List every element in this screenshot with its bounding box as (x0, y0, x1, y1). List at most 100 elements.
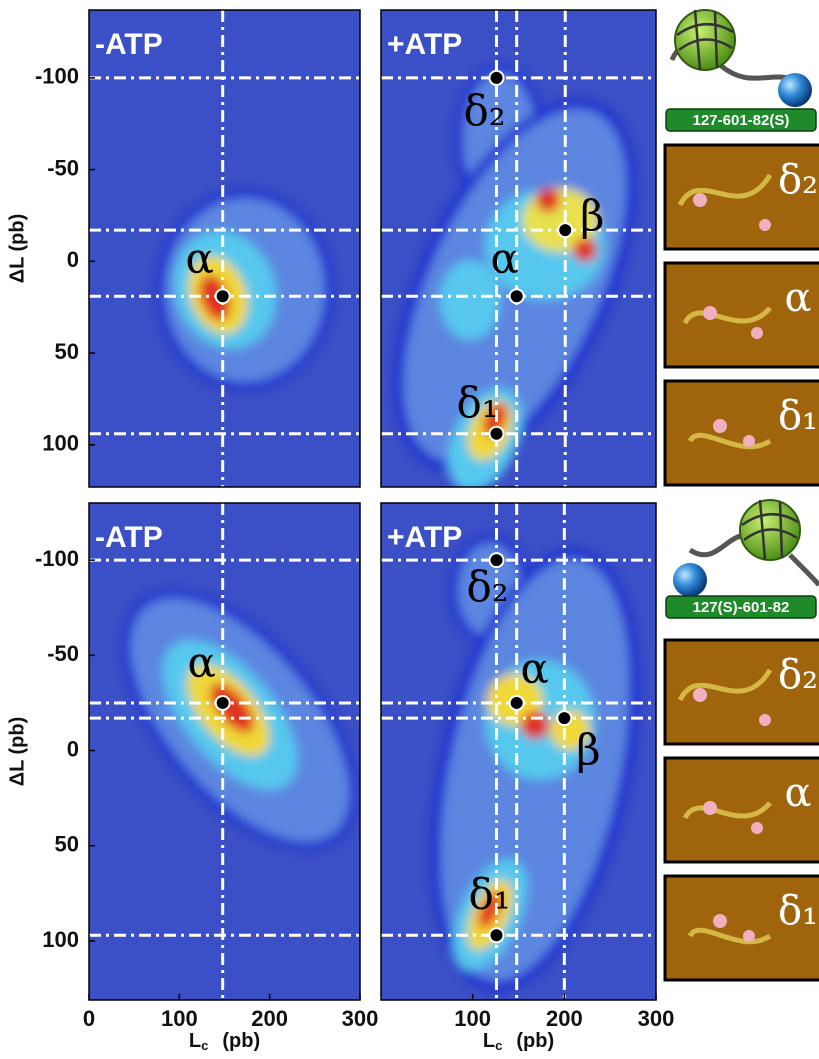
afm-state-label: δ₁ (778, 393, 818, 439)
x-tick-label: 300 (342, 1006, 379, 1031)
heatmap-panel (89, 10, 360, 487)
afm-nucleosome (703, 801, 717, 815)
density-blob (440, 260, 500, 340)
construct-label: 127-601-82(S) (693, 112, 790, 129)
x-axis-label-part: (pb) (222, 1030, 260, 1052)
panel-frame (380, 502, 657, 1001)
afm-image (663, 261, 819, 369)
state-point (508, 288, 525, 305)
x-tick-label: 200 (251, 1006, 288, 1031)
y-tick-label: 0 (67, 736, 79, 761)
panel-frame (88, 9, 361, 488)
afm-nucleosome (713, 419, 727, 433)
state-label: α (188, 638, 216, 687)
construct-badge (665, 595, 817, 619)
panel-frame (88, 502, 361, 1001)
bead (778, 73, 812, 107)
x-axis-label-part: L (483, 1030, 495, 1052)
state-point (556, 710, 573, 727)
panel-label: -ATP (95, 28, 163, 61)
density (430, 535, 640, 991)
y-tick-label: -50 (47, 641, 79, 666)
panel-frame (380, 9, 657, 488)
density-blob (478, 891, 502, 929)
construct-icon (673, 499, 819, 597)
heatmap-panel (381, 10, 656, 487)
y-tick-label: 100 (42, 927, 79, 952)
heatmap-panel (381, 503, 656, 1000)
state-label: δ₁ (456, 378, 498, 427)
y-axis-label: ΔL (pb) (6, 717, 28, 787)
afm-nucleosome (713, 914, 727, 928)
x-axis-label-part: c (201, 1038, 208, 1053)
nucleosome-wrap (741, 499, 799, 561)
density-blob (573, 238, 597, 262)
afm-dna (682, 801, 772, 820)
afm-nucleosome (759, 714, 771, 726)
state-point (508, 694, 525, 711)
state-point (557, 222, 574, 239)
afm-image (663, 874, 819, 982)
density-blob (536, 188, 560, 212)
construct-icon (669, 9, 812, 107)
construct-badge (665, 108, 817, 132)
afm-background (663, 874, 819, 982)
density (157, 190, 333, 390)
density-blob (521, 711, 549, 739)
density (394, 65, 636, 487)
y-tick-label: -100 (35, 64, 79, 89)
state-label: β (576, 725, 600, 774)
afm-image (663, 756, 819, 864)
panel-label: +ATP (387, 28, 462, 61)
state-label: α (490, 234, 518, 283)
state-label: β (580, 191, 604, 240)
afm-image (663, 638, 819, 746)
y-tick-label: 0 (67, 247, 79, 272)
state-point (488, 69, 505, 86)
afm-nucleosome (751, 327, 763, 339)
afm-image (663, 379, 819, 487)
y-axis-label: ΔL (pb) (6, 214, 28, 284)
y-tick-label: 50 (55, 832, 79, 857)
nucleosome-wrap (676, 9, 734, 71)
state-label: α (186, 234, 214, 283)
x-tick-label: 100 (161, 1006, 198, 1031)
state-label: δ₁ (468, 869, 510, 918)
afm-nucleosome (693, 193, 707, 207)
afm-background (663, 379, 819, 487)
afm-state-label: δ₂ (778, 157, 818, 203)
state-point (214, 288, 231, 305)
state-label: δ₂ (463, 86, 505, 135)
x-axis-label: Lc (pb) (483, 1030, 554, 1053)
x-axis-label: Lc (pb) (189, 1030, 260, 1053)
afm-dna (677, 173, 773, 207)
x-tick-label: 300 (638, 1006, 675, 1031)
afm-dna (687, 432, 772, 450)
afm-nucleosome (759, 219, 771, 231)
y-tick-label: -100 (35, 546, 79, 571)
afm-state-label: α (784, 770, 811, 816)
afm-nucleosome (743, 435, 755, 447)
state-point (488, 425, 505, 442)
state-point (214, 694, 231, 711)
heatmap-panel (89, 503, 360, 1000)
x-tick-label: 100 (454, 1006, 491, 1031)
x-axis-label-part: c (495, 1038, 502, 1053)
afm-dna (682, 306, 772, 325)
state-label: α (520, 644, 548, 693)
x-tick-label: 0 (83, 1006, 95, 1031)
afm-nucleosome (751, 822, 763, 834)
afm-state-label: α (784, 275, 811, 321)
y-tick-label: 100 (42, 431, 79, 456)
afm-nucleosome (703, 306, 717, 320)
afm-dna (687, 927, 772, 945)
afm-state-label: δ₁ (778, 888, 818, 934)
construct-label: 127(S)-601-82 (693, 599, 790, 616)
x-axis-label-part: L (189, 1030, 201, 1052)
x-tick-label: 200 (546, 1006, 583, 1031)
density (123, 590, 357, 850)
y-tick-label: 50 (55, 339, 79, 364)
afm-nucleosome (693, 688, 707, 702)
panel-label: +ATP (387, 521, 462, 554)
